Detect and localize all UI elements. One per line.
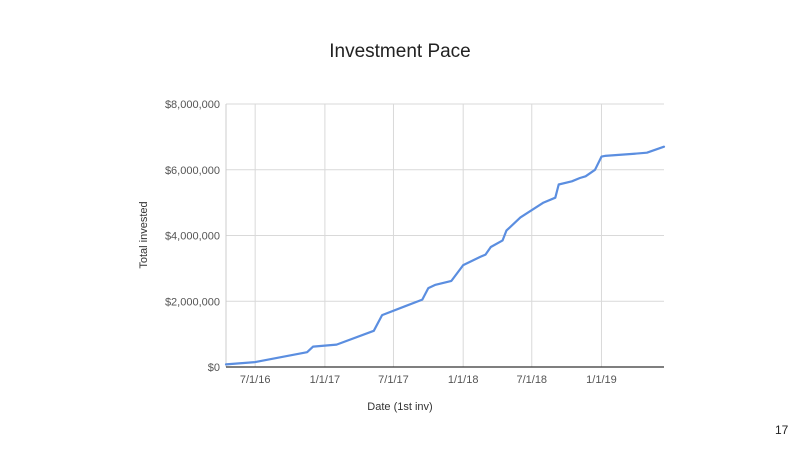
x-tick-label: 7/1/17 (378, 374, 409, 386)
y-tick-label: $6,000,000 (165, 165, 220, 177)
axes (225, 104, 664, 368)
y-axis-label: Total invested (138, 201, 150, 268)
y-tick-label: $8,000,000 (165, 99, 220, 111)
series-line-total-invested (224, 145, 666, 366)
plot-area (224, 145, 666, 366)
y-tick-label: $2,000,000 (165, 296, 220, 308)
x-tick-label: 7/1/16 (240, 374, 271, 386)
x-tick-label: 1/1/18 (448, 374, 479, 386)
x-tick-label: 7/1/18 (516, 374, 547, 386)
x-tick-label: 1/1/19 (586, 374, 617, 386)
tick-labels: $0 $2,000,000 $4,000,000 $6,000,000 $8,000,0… (165, 99, 617, 386)
page-number: 17 (775, 423, 789, 437)
x-tick-label: 1/1/17 (310, 374, 341, 386)
x-axis-label: Date (1st inv) (367, 401, 432, 413)
y-tick-label: $4,000,000 (165, 231, 220, 243)
y-tick-label: $0 (208, 362, 220, 374)
chart-title: Investment Pace (329, 41, 471, 62)
grid (226, 103, 664, 367)
